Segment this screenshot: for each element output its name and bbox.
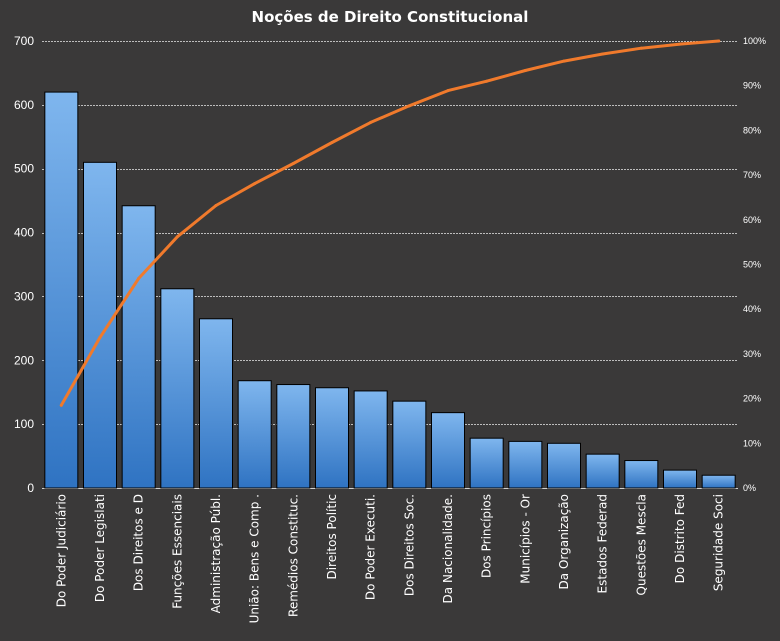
x-tick-label: Da Nacionalidade.: [441, 494, 455, 603]
y-tick-label-right: 60%: [743, 215, 761, 225]
x-tick-label: Do Poder Executi.: [364, 494, 378, 600]
line-point: [562, 59, 566, 63]
line-point: [175, 235, 179, 239]
y-tick-label-right: 40%: [743, 304, 761, 314]
y-tick-label-left: 500: [14, 162, 34, 176]
x-tick-label: Da Organização: [557, 494, 571, 589]
line-point: [639, 46, 643, 50]
line-point: [369, 120, 373, 124]
y-tick-label-right: 0%: [743, 483, 756, 493]
line-point: [330, 140, 334, 144]
y-tick-label-right: 30%: [743, 349, 761, 359]
y-axis-right: 0% 10% 20% 30% 40% 50% 60% 70% 80% 90% 100%: [743, 36, 766, 493]
x-tick-label: Estados Federad: [596, 494, 610, 593]
line-point: [523, 69, 527, 73]
line-point: [59, 403, 63, 407]
x-tick-label: Do Poder Judiciário: [54, 494, 68, 607]
cumulative-line-path: [59, 39, 721, 407]
y-tick-label-right: 20%: [743, 394, 761, 404]
line-point: [601, 52, 605, 56]
bars: [44, 91, 736, 489]
line-point: [214, 203, 218, 207]
x-tick-label: União: Bens e Comp .: [248, 494, 262, 623]
bar: [663, 469, 697, 489]
bar: [237, 380, 272, 489]
x-tick-label: Administração Públ.: [209, 494, 223, 613]
y-tick-label-left: 400: [14, 226, 34, 240]
bar: [547, 442, 581, 489]
bar: [276, 384, 311, 489]
y-tick-label-left: 700: [14, 34, 34, 48]
bar: [701, 474, 736, 489]
bar: [44, 91, 79, 489]
y-axis-left: 0 100 200 300 400 500 600 700: [14, 34, 34, 495]
y-tick-label-left: 600: [14, 98, 34, 112]
line-point: [485, 79, 489, 83]
line-point: [407, 104, 411, 108]
x-tick-label: Dos Direitos Soc.: [402, 494, 416, 596]
chart-title: Noções de Direito Constitucional: [252, 8, 529, 26]
bar: [160, 288, 195, 489]
bar: [624, 460, 659, 489]
bar: [392, 400, 427, 489]
x-tick-label: Funções Essenciais: [170, 494, 184, 609]
x-tick-label: Municípios - Or: [518, 494, 532, 584]
bar: [353, 390, 388, 489]
bar: [83, 161, 117, 489]
y-tick-label-right: 100%: [743, 36, 766, 46]
line-point: [137, 276, 141, 280]
line-point: [291, 161, 295, 165]
x-axis: Do Poder Judiciário Do Poder Legislati Dos…: [54, 494, 725, 623]
line-point: [717, 39, 721, 43]
y-tick-label-left: 0: [27, 481, 34, 495]
bar: [469, 437, 504, 489]
y-tick-label-left: 100: [14, 417, 34, 431]
line-point: [678, 42, 682, 46]
bar: [585, 453, 620, 489]
line-point: [98, 335, 102, 339]
x-tick-label: Dos Direitos e D: [132, 494, 146, 591]
cumulative-line: [59, 39, 721, 407]
bar: [199, 318, 233, 489]
line-point: [446, 89, 450, 93]
y-tick-label-right: 90%: [743, 81, 761, 91]
x-tick-label: Remédios Constituc.: [286, 494, 300, 617]
x-tick-label: Questões Mescla: [634, 494, 648, 595]
bar: [431, 412, 465, 489]
x-tick-label: Dos Princípios: [480, 494, 494, 578]
y-tick-label-right: 80%: [743, 125, 761, 135]
y-tick-label-right: 70%: [743, 170, 761, 180]
x-tick-label: Do Poder Legislati: [93, 494, 107, 602]
gridlines: [42, 41, 738, 489]
x-tick-label: Direitos Polític: [325, 494, 339, 580]
y-tick-label-left: 200: [14, 353, 34, 367]
x-tick-label: Do Distrito Fed: [673, 494, 687, 583]
y-tick-label-right: 50%: [743, 260, 761, 270]
x-tick-label: Seguridade Soci: [712, 494, 726, 591]
bar: [315, 387, 349, 489]
bar: [508, 440, 543, 489]
y-tick-label-right: 10%: [743, 438, 761, 448]
y-tick-label-left: 300: [14, 289, 34, 303]
line-point: [253, 182, 257, 186]
bar: [121, 205, 156, 489]
